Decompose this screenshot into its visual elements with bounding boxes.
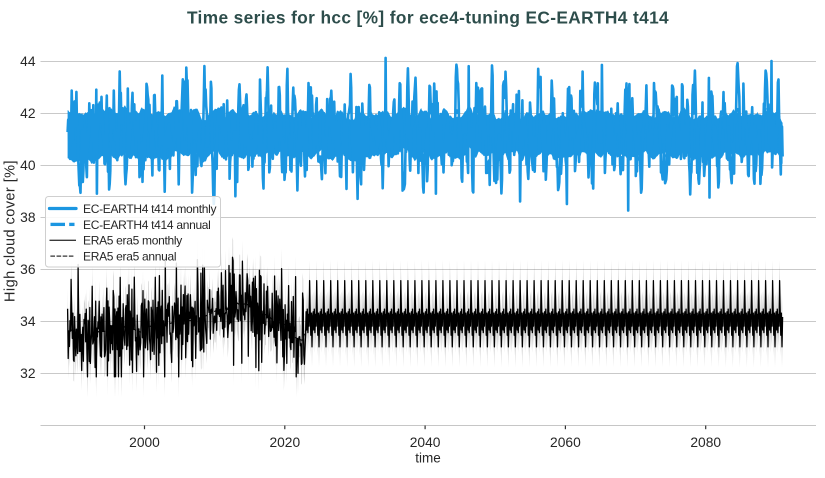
svg-text:40: 40 <box>20 158 36 173</box>
svg-text:Time series for hcc [%] for ec: Time series for hcc [%] for ece4-tuning … <box>187 8 669 28</box>
svg-text:ERA5 era5 annual: ERA5 era5 annual <box>83 250 176 264</box>
svg-text:42: 42 <box>20 106 35 121</box>
svg-text:EC-EARTH4 t414 monthly: EC-EARTH4 t414 monthly <box>83 202 217 216</box>
svg-text:38: 38 <box>20 210 36 225</box>
svg-text:2000: 2000 <box>129 435 160 450</box>
svg-text:34: 34 <box>20 314 36 329</box>
svg-text:36: 36 <box>20 262 36 277</box>
svg-text:ERA5 era5 monthly: ERA5 era5 monthly <box>83 234 182 248</box>
svg-text:2040: 2040 <box>410 435 441 450</box>
svg-text:time: time <box>415 451 441 466</box>
svg-text:44: 44 <box>20 54 36 69</box>
svg-text:2060: 2060 <box>550 435 581 450</box>
svg-text:High cloud cover [%]: High cloud cover [%] <box>3 160 19 302</box>
svg-text:2080: 2080 <box>690 435 721 450</box>
svg-text:32: 32 <box>20 366 35 381</box>
svg-text:2020: 2020 <box>269 435 300 450</box>
svg-text:EC-EARTH4 t414 annual: EC-EARTH4 t414 annual <box>83 218 211 232</box>
